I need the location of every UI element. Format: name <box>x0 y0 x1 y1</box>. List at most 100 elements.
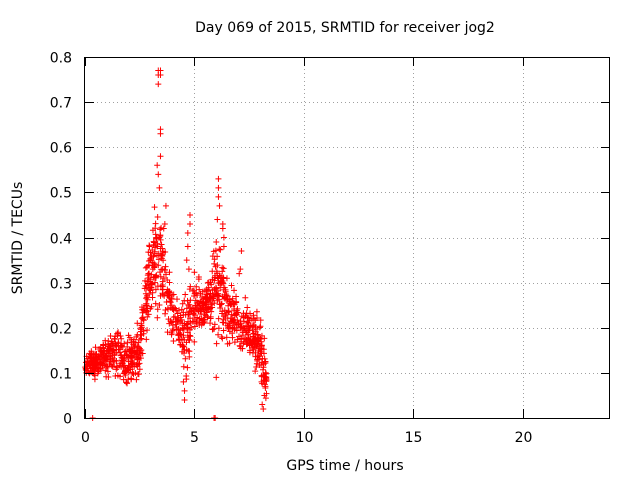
data-point <box>199 294 206 301</box>
data-point <box>105 374 112 381</box>
data-point <box>124 379 131 386</box>
data-point <box>257 317 264 324</box>
data-point <box>226 298 233 305</box>
data-point <box>211 277 218 284</box>
data-point <box>237 266 244 273</box>
data-point <box>149 227 156 234</box>
x-tick-label: 10 <box>296 430 314 446</box>
axis-ticks <box>85 57 610 419</box>
data-point <box>151 204 158 211</box>
data-point <box>208 308 215 315</box>
data-point <box>181 396 188 403</box>
data-point <box>215 184 222 191</box>
data-point <box>170 326 177 333</box>
data-point <box>97 347 104 354</box>
data-point <box>181 350 188 357</box>
data-point <box>129 363 136 370</box>
data-point <box>263 375 270 382</box>
data-point <box>117 333 124 340</box>
data-point <box>236 270 243 277</box>
grid-lines <box>85 57 610 418</box>
data-point <box>153 235 160 242</box>
data-point <box>231 301 238 308</box>
x-tick-label: 20 <box>515 430 533 446</box>
data-point <box>231 339 238 346</box>
data-point <box>127 358 134 365</box>
data-point <box>233 293 240 300</box>
data-point <box>125 362 132 369</box>
data-point <box>140 317 147 324</box>
data-point <box>149 289 156 296</box>
data-point <box>207 295 214 302</box>
data-point <box>125 354 132 361</box>
data-point <box>201 287 208 294</box>
data-point <box>187 283 194 290</box>
data-point <box>162 310 169 317</box>
data-point <box>216 279 223 286</box>
data-point <box>257 336 264 343</box>
data-point <box>118 335 125 342</box>
data-point <box>174 296 181 303</box>
data-point <box>235 324 242 331</box>
data-point <box>143 336 150 343</box>
data-point <box>174 310 181 317</box>
data-point <box>90 362 97 369</box>
data-point <box>154 243 161 250</box>
data-point <box>249 326 256 333</box>
data-point <box>211 291 218 298</box>
data-point <box>220 234 227 241</box>
data-point <box>131 360 138 367</box>
data-point <box>166 269 173 276</box>
data-point <box>220 327 227 334</box>
data-point <box>115 339 122 346</box>
data-point <box>175 314 182 321</box>
data-point <box>152 220 159 227</box>
data-point <box>190 287 197 294</box>
data-point <box>149 266 156 273</box>
data-point <box>260 366 267 373</box>
data-point <box>143 302 150 309</box>
data-point <box>113 366 120 373</box>
data-point <box>130 371 137 378</box>
data-point <box>240 339 247 346</box>
data-point <box>187 333 194 340</box>
data-point <box>124 339 131 346</box>
data-point <box>260 405 267 412</box>
data-point <box>216 246 223 253</box>
data-point <box>130 341 137 348</box>
data-point <box>262 383 269 390</box>
data-point <box>109 346 116 353</box>
data-point <box>156 301 163 308</box>
y-tick-label: 0.7 <box>50 96 72 112</box>
data-point <box>197 319 204 326</box>
data-point <box>91 376 98 383</box>
data-point <box>183 305 190 312</box>
data-point <box>214 292 221 299</box>
data-point <box>170 337 177 344</box>
data-point <box>92 357 99 364</box>
data-point <box>154 213 161 220</box>
data-point <box>178 306 185 313</box>
data-point <box>184 229 191 236</box>
data-point <box>138 335 145 342</box>
data-point <box>138 324 145 331</box>
data-point <box>84 361 91 368</box>
y-tick-label: 0 <box>63 412 72 428</box>
data-point <box>118 342 125 349</box>
data-point <box>159 291 166 298</box>
data-point <box>224 322 231 329</box>
data-point <box>219 335 226 342</box>
data-point <box>223 334 230 341</box>
data-point <box>208 301 215 308</box>
data-point <box>251 322 258 329</box>
data-point <box>87 355 94 362</box>
data-point <box>246 317 253 324</box>
data-point <box>143 307 150 314</box>
data-point <box>213 268 220 275</box>
data-point <box>224 315 231 322</box>
data-point <box>176 336 183 343</box>
data-point <box>168 331 175 338</box>
data-point <box>246 324 253 331</box>
data-point <box>147 257 154 264</box>
